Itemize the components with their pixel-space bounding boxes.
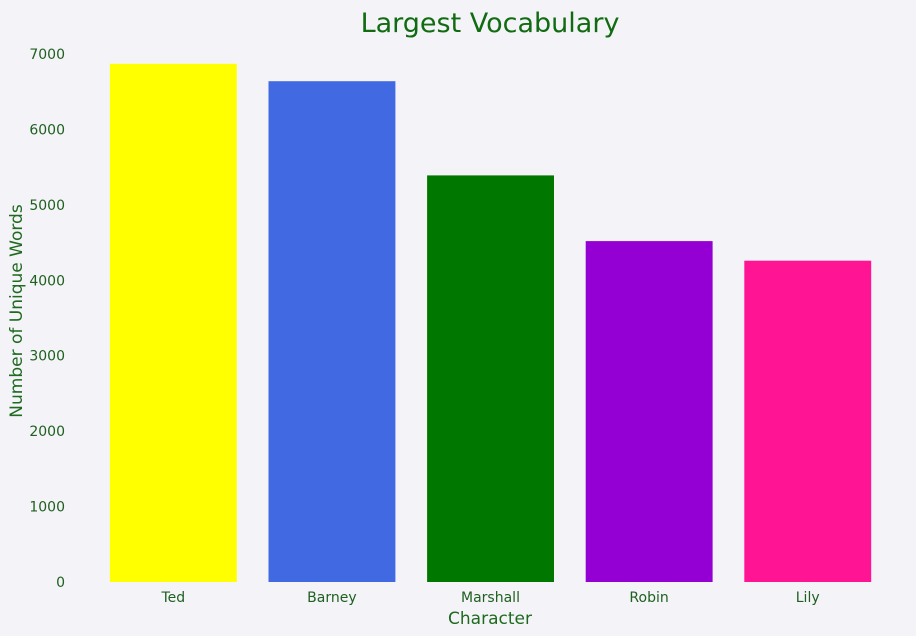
y-axis-ticks: 0 1000 2000 3000 4000 5000 6000 7000	[29, 47, 65, 591]
y-tick-label: 6000	[29, 122, 65, 138]
x-tick-label: Lily	[796, 590, 820, 606]
x-tick-label: Robin	[629, 590, 668, 606]
x-axis-ticks: Ted Barney Marshall Robin Lily	[160, 590, 819, 606]
bar-robin	[585, 241, 713, 582]
bar-ted	[109, 63, 237, 583]
y-tick-label: 2000	[29, 424, 65, 440]
x-tick-label: Barney	[307, 590, 356, 606]
bars	[109, 63, 872, 583]
y-tick-label: 4000	[29, 273, 65, 289]
x-tick-label: Marshall	[461, 590, 520, 606]
y-tick-label: 0	[56, 575, 65, 591]
x-tick-label: Ted	[160, 590, 185, 606]
y-tick-label: 1000	[29, 500, 65, 516]
y-tick-label: 5000	[29, 198, 65, 214]
x-axis-label: Character	[448, 609, 532, 629]
bar-marshall	[427, 175, 554, 582]
y-tick-label: 7000	[29, 47, 65, 63]
chart-title: Largest Vocabulary	[361, 8, 620, 39]
bar-barney	[268, 81, 396, 582]
y-axis-label: Number of Unique Words	[7, 204, 27, 418]
bar-lily	[744, 260, 872, 582]
y-tick-label: 3000	[29, 349, 65, 365]
